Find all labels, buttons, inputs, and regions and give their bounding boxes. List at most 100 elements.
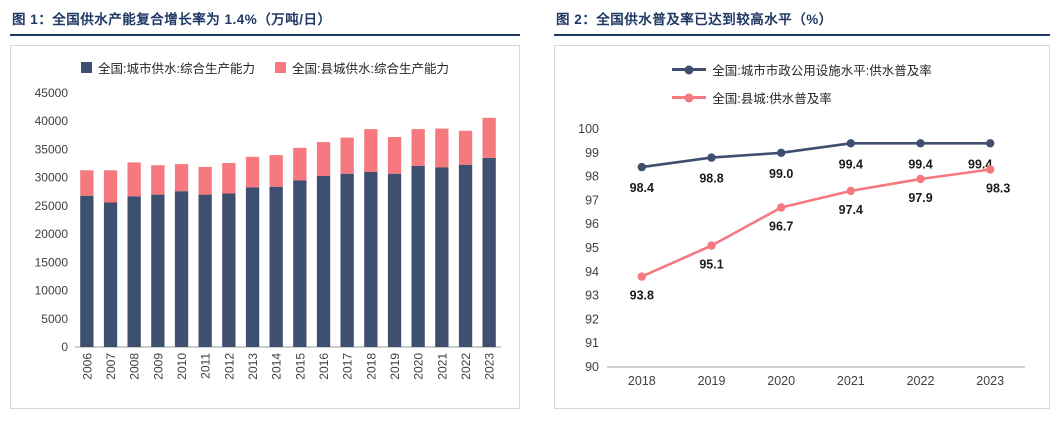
bar-segment-s1	[411, 129, 425, 166]
x-tick-label: 2020	[412, 353, 426, 380]
x-tick-label: 2011	[199, 353, 213, 379]
bar-segment-s0	[316, 176, 331, 347]
legend-line-marker-city-rate	[672, 65, 707, 74]
legend-swatch-city-supply	[81, 62, 93, 73]
bar-segment-s1	[245, 156, 260, 188]
x-tick-label: 2023	[483, 353, 497, 380]
x-tick-label: 2009	[151, 353, 165, 380]
legend-line-marker-county-rate	[672, 93, 707, 102]
y-tick-label: 15000	[35, 255, 69, 269]
x-tick-label: 2019	[698, 374, 726, 388]
data-label-s1: 97.9	[908, 191, 932, 205]
data-label-s1: 96.7	[769, 220, 793, 234]
y-tick-label: 10000	[35, 284, 69, 298]
x-tick-label: 2007	[104, 353, 118, 380]
point-marker-s1	[637, 272, 646, 281]
x-tick-label: 2017	[341, 353, 355, 380]
point-marker-s0	[637, 162, 646, 172]
legend-item-county-supply: 全国:县城供水:综合生产能力	[275, 58, 449, 77]
point-marker-s1	[916, 174, 925, 184]
y-tick-label: 35000	[35, 142, 69, 156]
legend-label-county-rate: 全国:县城:供水普及率	[712, 92, 832, 106]
point-marker-s0	[707, 153, 716, 162]
figure2-legend: 全国:城市市政公用设施水平:供水普及率 全国:县城:供水普及率	[672, 54, 932, 117]
figure1-panel: 图 1：全国供水产能复合增长率为 1.4%（万吨/日） 全国:城市供水:综合生产…	[10, 6, 520, 409]
legend-swatch-county-supply	[275, 62, 286, 73]
legend-item-city-supply: 全国:城市供水:综合生产能力	[81, 58, 255, 77]
x-tick-label: 2015	[293, 353, 307, 380]
bar-segment-s1	[293, 147, 307, 181]
bar-segment-s0	[80, 195, 94, 347]
bar-segment-s0	[127, 196, 141, 347]
point-marker-s1	[846, 186, 855, 196]
x-tick-label: 2023	[976, 374, 1004, 388]
legend-label-county-supply: 全国:县城供水:综合生产能力	[292, 62, 449, 76]
point-marker-s1	[777, 203, 786, 212]
bar-segment-s0	[151, 194, 165, 347]
point-marker-s0	[986, 139, 995, 148]
bar-segment-s1	[222, 163, 236, 194]
bar-segment-s0	[387, 173, 402, 347]
line-chart: 90 91 92 93 94 95 96 97 98 99 100 2018 2019 2020 2021 2…	[578, 122, 1025, 388]
bar-segment-s0	[340, 173, 354, 347]
x-tick-label: 2008	[128, 353, 142, 380]
y-tick-label: 20000	[35, 227, 69, 241]
bar-segment-s0	[103, 202, 118, 347]
data-label-s0: 98.8	[699, 172, 723, 186]
bar-segment-s1	[482, 117, 496, 158]
legend-item-county-rate: 全国:县城:供水普及率	[672, 88, 832, 107]
y-tick-label: 90	[585, 360, 599, 374]
y-tick-label: 100	[578, 122, 599, 136]
y-tick-label: 96	[585, 217, 599, 231]
bar-segment-s1	[340, 137, 354, 174]
x-tick-label: 2013	[246, 353, 260, 380]
figure2-title: 图 2：全国供水普及率已达到较高水平（%）	[556, 12, 833, 27]
data-label-s1: 97.4	[839, 203, 863, 217]
bar-segment-s0	[198, 194, 212, 347]
bar-segment-s0	[269, 186, 283, 347]
bar-segment-s1	[127, 162, 141, 197]
bar-segment-s0	[245, 187, 260, 347]
x-tick-label: 2020	[767, 374, 795, 388]
y-tick-label: 92	[585, 312, 599, 326]
data-label-s0: 99.4	[839, 157, 863, 171]
legend-dot-county-rate	[684, 93, 694, 102]
bar-segment-s0	[364, 172, 378, 347]
y-tick-label: 99	[585, 146, 599, 160]
x-tick-label: 2022	[459, 353, 473, 380]
bar-segment-s1	[316, 142, 331, 176]
figure1-chart-box: 全国:城市供水:综合生产能力 全国:县城供水:综合生产能力 0 5000 10000…	[10, 45, 520, 409]
bar-segment-s1	[174, 164, 189, 192]
data-label-s0: 98.4	[630, 181, 654, 195]
bar-segment-s1	[198, 166, 212, 195]
y-tick-label: 93	[585, 289, 599, 303]
data-label-s1: 95.1	[699, 258, 723, 272]
legend-dot-city-rate	[684, 65, 694, 74]
line-series-0	[640, 141, 992, 169]
y-tick-label: 45000	[35, 86, 69, 100]
bar-segment-s0	[435, 167, 449, 347]
bar-segment-s1	[364, 129, 378, 172]
y-tick-label: 25000	[35, 199, 69, 213]
point-marker-s1	[986, 165, 995, 174]
bar-segment-s1	[435, 128, 449, 168]
data-label-s0: 99.0	[769, 167, 793, 181]
y-tick-label: 95	[585, 241, 599, 255]
point-marker-s1	[707, 241, 716, 250]
x-tick-label: 2021	[837, 374, 865, 388]
legend-item-city-rate: 全国:城市市政公用设施水平:供水普及率	[672, 60, 932, 79]
y-tick-label: 98	[585, 170, 599, 184]
bar-segment-s0	[411, 165, 425, 347]
figure1-title: 图 1：全国供水产能复合增长率为 1.4%（万吨/日）	[12, 12, 332, 27]
y-tick-label: 0	[61, 340, 68, 354]
stacked-bar-chart: 0 5000 10000 15000 20000 25000 30000 35000 40000…	[35, 86, 501, 380]
x-tick-label: 2018	[628, 374, 656, 388]
figure2-panel: 图 2：全国供水普及率已达到较高水平（%） 全国:城市市政公用设施水平:供水普及…	[554, 6, 1050, 409]
report-figures-row: 图 1：全国供水产能复合增长率为 1.4%（万吨/日） 全国:城市供水:综合生产…	[10, 6, 1050, 409]
line-series-1	[640, 168, 992, 278]
bar-segment-s0	[174, 191, 189, 347]
bar-segment-s0	[222, 193, 236, 347]
figure2-chart-box: 全国:城市市政公用设施水平:供水普及率 全国:县城:供水普及率 90 91 92 93…	[554, 45, 1050, 409]
figure1-legend: 全国:城市供水:综合生产能力 全国:县城供水:综合生产能力	[17, 54, 513, 85]
y-tick-label: 97	[585, 193, 599, 207]
